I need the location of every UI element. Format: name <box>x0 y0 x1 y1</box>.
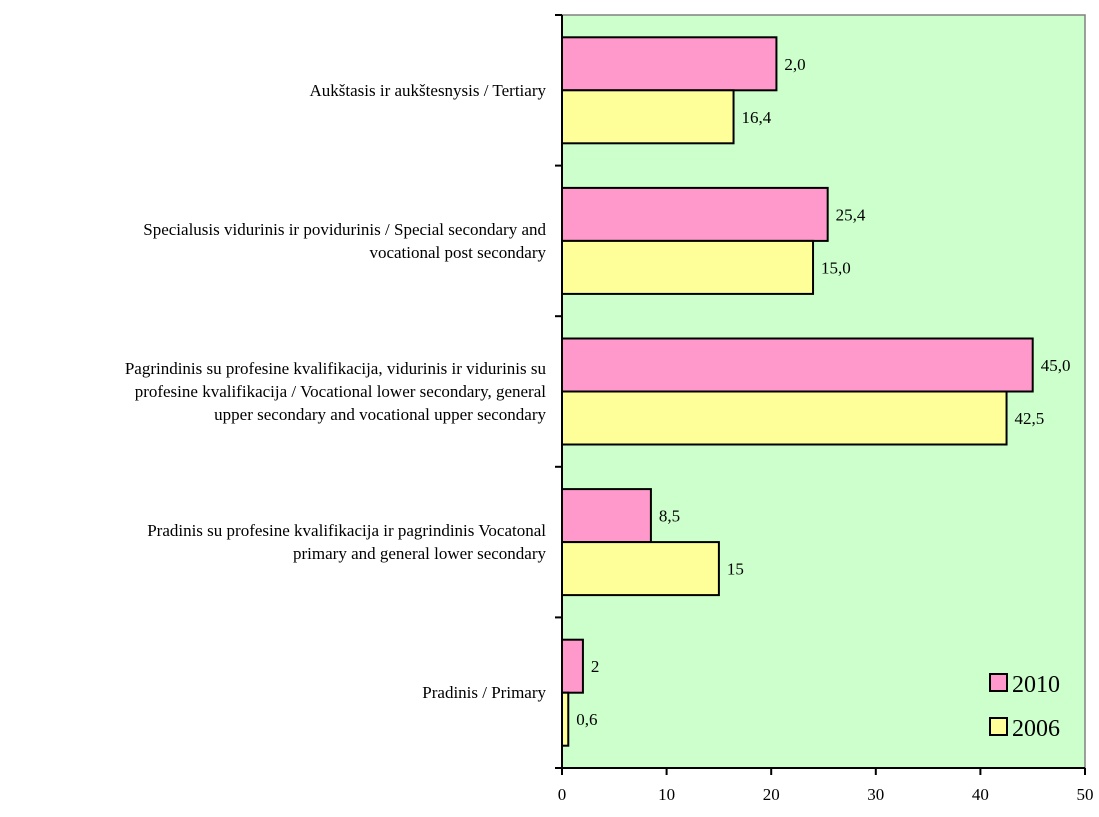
value-label-2006-1: 15,0 <box>821 258 851 277</box>
value-label-2006-3: 15 <box>727 560 744 579</box>
value-label-2010-2: 45,0 <box>1041 356 1071 375</box>
x-tick-label: 0 <box>558 785 567 804</box>
x-tick-label: 30 <box>867 785 884 804</box>
category-label-3: Pradinis su profesine kvalifikacija ir p… <box>147 521 546 564</box>
value-label-2010-3: 8,5 <box>659 507 680 526</box>
bar-2010-2 <box>561 337 1034 393</box>
bar-2006-1 <box>561 239 815 295</box>
category-label-0: Aukštasis ir aukštesnysis / Tertiary <box>309 80 546 100</box>
category-label-2: Pagrindinis su profesine kvalifikacija, … <box>124 359 546 424</box>
value-label-2006-2: 42,5 <box>1015 409 1045 428</box>
x-tick-label: 10 <box>658 785 675 804</box>
legend-label-2006: 2006 <box>1012 716 1060 742</box>
value-label-2006-4: 0,6 <box>576 710 597 729</box>
bar-2010-4 <box>561 638 584 694</box>
value-label-2010-1: 25,4 <box>836 205 866 224</box>
bar-2010-3 <box>561 488 652 544</box>
bar-2006-3 <box>561 541 720 597</box>
legend-swatch-2010 <box>989 673 1008 692</box>
value-label-2006-0: 16,4 <box>742 108 772 127</box>
legend-label-2010: 2010 <box>1012 672 1060 698</box>
bar-2006-0 <box>561 89 735 145</box>
value-label-2010-0: 2,0 <box>784 55 805 74</box>
x-tick-label: 20 <box>763 785 780 804</box>
bar-2006-2 <box>561 390 1008 446</box>
category-label-4: Pradinis / Primary <box>422 683 546 703</box>
value-label-2010-4: 2 <box>591 657 600 676</box>
x-tick-label: 50 <box>1077 785 1094 804</box>
legend-swatch-2006 <box>989 717 1008 736</box>
x-tick-label: 40 <box>972 785 989 804</box>
bar-2010-1 <box>561 186 829 242</box>
bar-2010-0 <box>561 36 778 92</box>
category-label-1: Specialusis vidurinis ir povidurinis / S… <box>143 219 546 262</box>
